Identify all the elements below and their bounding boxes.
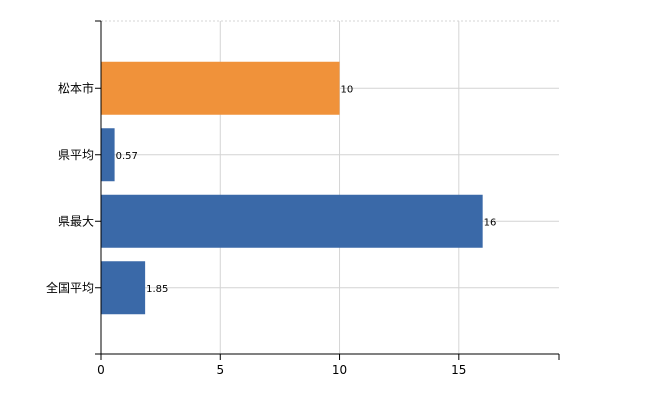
bar — [101, 194, 483, 248]
data-label: 1.85 — [146, 284, 168, 295]
y-tick-label: 県平均 — [58, 148, 94, 162]
x-tick-label: 15 — [451, 363, 466, 377]
axes — [95, 20, 560, 360]
data-label: 16 — [484, 217, 497, 228]
bars — [101, 61, 483, 315]
x-tick-label: 10 — [332, 363, 347, 377]
x-tick-label: 0 — [97, 363, 105, 377]
data-label: 0.57 — [116, 151, 138, 162]
x-tick-label: 5 — [216, 363, 224, 377]
bar — [101, 128, 115, 182]
y-tick-label: 松本市 — [58, 80, 94, 95]
y-tick-label: 全国平均 — [46, 280, 94, 295]
data-label: 10 — [341, 84, 354, 95]
y-tick-label: 県最大 — [58, 214, 94, 228]
bar — [101, 261, 146, 315]
bar — [101, 61, 340, 115]
